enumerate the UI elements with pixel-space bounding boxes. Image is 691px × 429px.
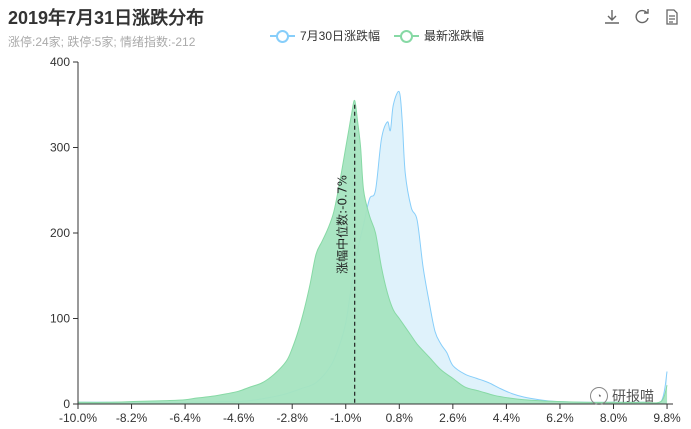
refresh-icon[interactable]	[633, 8, 651, 26]
x-tick-label: 4.4%	[493, 411, 521, 425]
legend-item-series-1[interactable]: 7月30日涨跌幅	[270, 27, 380, 44]
x-tick-label: -4.6%	[223, 411, 255, 425]
wechat-icon: ◔	[590, 387, 608, 405]
chart-subtitle: 涨停:24家; 跌停:5家; 情绪指数:-212	[8, 35, 196, 49]
legend-item-series-2[interactable]: 最新涨跌幅	[394, 27, 484, 44]
legend-label: 7月30日涨跌幅	[300, 29, 381, 43]
data-view-icon[interactable]	[663, 8, 681, 26]
x-tick-label: -10.0%	[59, 411, 97, 425]
toolbox	[603, 8, 681, 26]
x-tick-label: 0.8%	[386, 411, 414, 425]
y-tick-label: 0	[63, 397, 70, 411]
watermark: ◔ 研报喵	[590, 386, 654, 406]
x-tick-label: 2.6%	[439, 411, 467, 425]
median-label: 涨幅中位数:-0.7%	[335, 175, 350, 274]
y-tick-label: 200	[50, 226, 70, 240]
legend-marker-icon	[394, 29, 420, 43]
watermark-text: 研报喵	[612, 388, 654, 404]
x-tick-label: -2.8%	[277, 411, 309, 425]
x-tick-label: -8.2%	[116, 411, 148, 425]
chart-title: 2019年7月31日涨跌分布	[8, 8, 205, 28]
download-icon[interactable]	[603, 8, 621, 26]
x-tick-label: 8.0%	[600, 411, 628, 425]
y-tick-label: 100	[50, 312, 70, 326]
legend-label: 最新涨跌幅	[424, 29, 485, 43]
y-tick-label: 400	[50, 55, 70, 69]
series-line-2	[77, 99, 668, 404]
legend: 7月30日涨跌幅 最新涨跌幅	[270, 27, 484, 44]
x-tick-label: 6.2%	[546, 411, 574, 425]
x-tick-label: 9.8%	[653, 411, 681, 425]
x-tick-label: -1.0%	[330, 411, 362, 425]
legend-marker-icon	[270, 29, 295, 43]
y-tick-label: 300	[50, 141, 70, 155]
x-tick-label: -6.4%	[169, 411, 201, 425]
series-area-2	[78, 100, 668, 405]
